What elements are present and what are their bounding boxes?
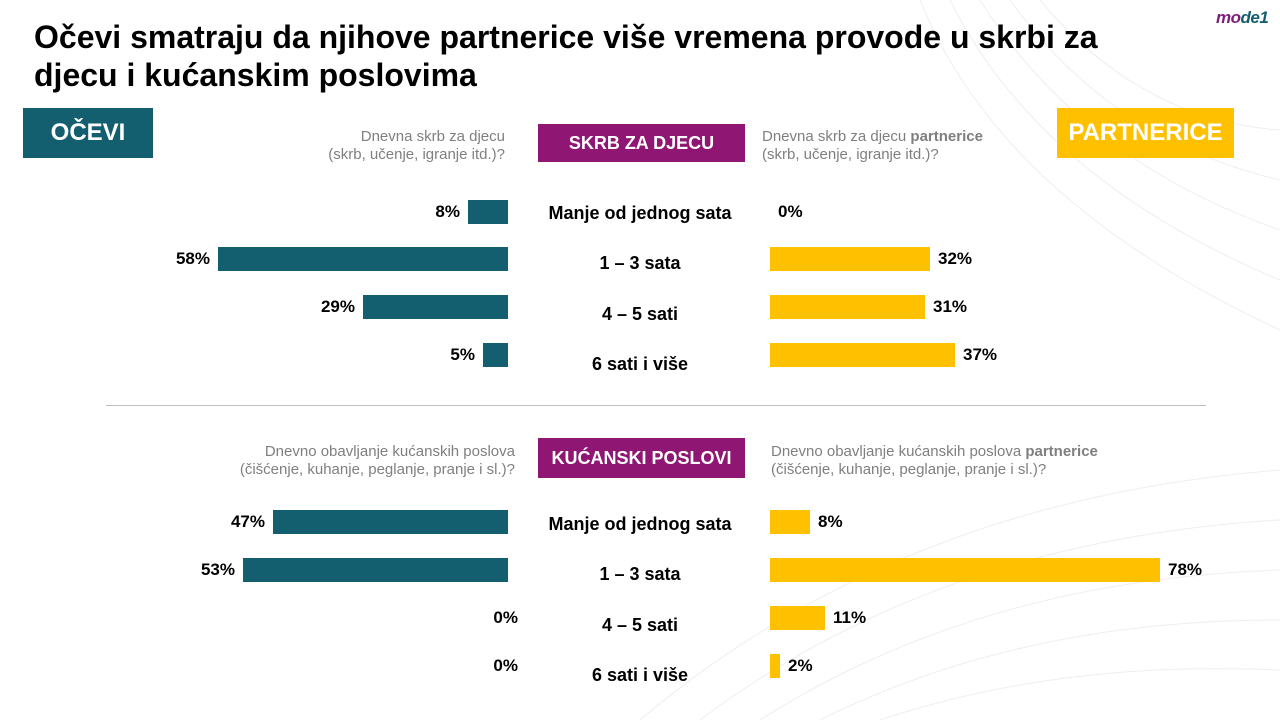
partners-value-label: 8% (818, 512, 843, 531)
partners-value-label: 31% (933, 297, 968, 316)
fathers-bar (483, 343, 508, 367)
question-line-1: Dnevno obavljanje kućanskih poslova part… (771, 443, 1191, 461)
partners-bar (770, 510, 810, 534)
logo-part-1: mo (1216, 8, 1241, 27)
fathers-value-label: 53% (200, 560, 235, 579)
fathers-value-label: 47% (230, 512, 265, 531)
fathers-value-label: 5% (450, 345, 475, 364)
question-line-1: Dnevno obavljanje kućanskih poslova (264, 443, 515, 460)
partners-bar (770, 295, 925, 319)
fathers-value-label: 0% (493, 656, 518, 675)
partners-value-label: 32% (938, 249, 973, 268)
partners-bar (770, 343, 955, 367)
page-title: Očevi smatraju da njihove partnerice viš… (34, 19, 1098, 93)
partners-question-childcare: Dnevna skrb za djecu partnerice (skrb, u… (762, 128, 1062, 164)
question-emphasis: partnerice (1025, 443, 1098, 460)
logo-part-2: de1 (1240, 8, 1269, 27)
fathers-bar (273, 510, 508, 534)
partners-value-label: 2% (788, 656, 813, 675)
question-line-2: (čišćenje, kuhanje, peglanje, pranje i s… (771, 461, 1047, 478)
category-label: Manje od jednog sata (548, 203, 732, 223)
partners-tag: PARTNERICE (1057, 108, 1234, 158)
category-label: 6 sati i više (591, 665, 689, 685)
question-text: Dnevno obavljanje kućanskih poslova (771, 443, 1022, 460)
question-line-1: Dnevna skrb za djecu (360, 128, 505, 145)
category-label: 4 – 5 sati (601, 304, 679, 324)
category-label: Manje od jednog sata (548, 514, 732, 534)
partners-value-label: 0% (778, 202, 803, 221)
question-line-2: (skrb, učenje, igranje itd.)? (328, 146, 505, 163)
section-tag-housework: KUĆANSKI POSLOVI (538, 438, 745, 478)
fathers-question-childcare: Dnevna skrb za djecu (skrb, učenje, igra… (205, 128, 505, 164)
partners-value-label: 37% (963, 345, 998, 364)
question-line-2: (skrb, učenje, igranje itd.)? (762, 146, 939, 163)
question-emphasis: partnerice (910, 128, 983, 145)
category-label: 1 – 3 sata (599, 564, 681, 584)
partners-bar (770, 606, 825, 630)
fathers-bar (363, 295, 508, 319)
fathers-value-label: 8% (435, 202, 460, 221)
brand-logo: mode1 (1216, 8, 1269, 28)
partners-bar (770, 247, 930, 271)
partners-question-housework: Dnevno obavljanje kućanskih poslova part… (771, 443, 1191, 479)
fathers-question-housework: Dnevno obavljanje kućanskih poslova (čiš… (115, 443, 515, 479)
fathers-value-label: 58% (175, 249, 210, 268)
fathers-bar (218, 247, 508, 271)
partners-bar (770, 558, 1160, 582)
fathers-bar (468, 200, 508, 224)
question-line-1: Dnevna skrb za djecu partnerice (762, 128, 1062, 146)
section-tag-childcare: SKRB ZA DJECU (538, 124, 745, 162)
fathers-bar (243, 558, 508, 582)
partners-value-label: 78% (1168, 560, 1203, 579)
category-label: 6 sati i više (591, 354, 689, 374)
question-text: Dnevna skrb za djecu (762, 128, 907, 145)
question-line-2: (čišćenje, kuhanje, peglanje, pranje i s… (239, 461, 515, 478)
fathers-value-label: 0% (493, 608, 518, 627)
category-label: 4 – 5 sati (601, 615, 679, 635)
fathers-tag: OČEVI (23, 108, 153, 158)
partners-bar (770, 654, 780, 678)
partners-value-label: 11% (833, 608, 867, 627)
fathers-value-label: 29% (320, 297, 355, 316)
category-label: 1 – 3 sata (599, 253, 681, 273)
section-divider (106, 405, 1206, 406)
